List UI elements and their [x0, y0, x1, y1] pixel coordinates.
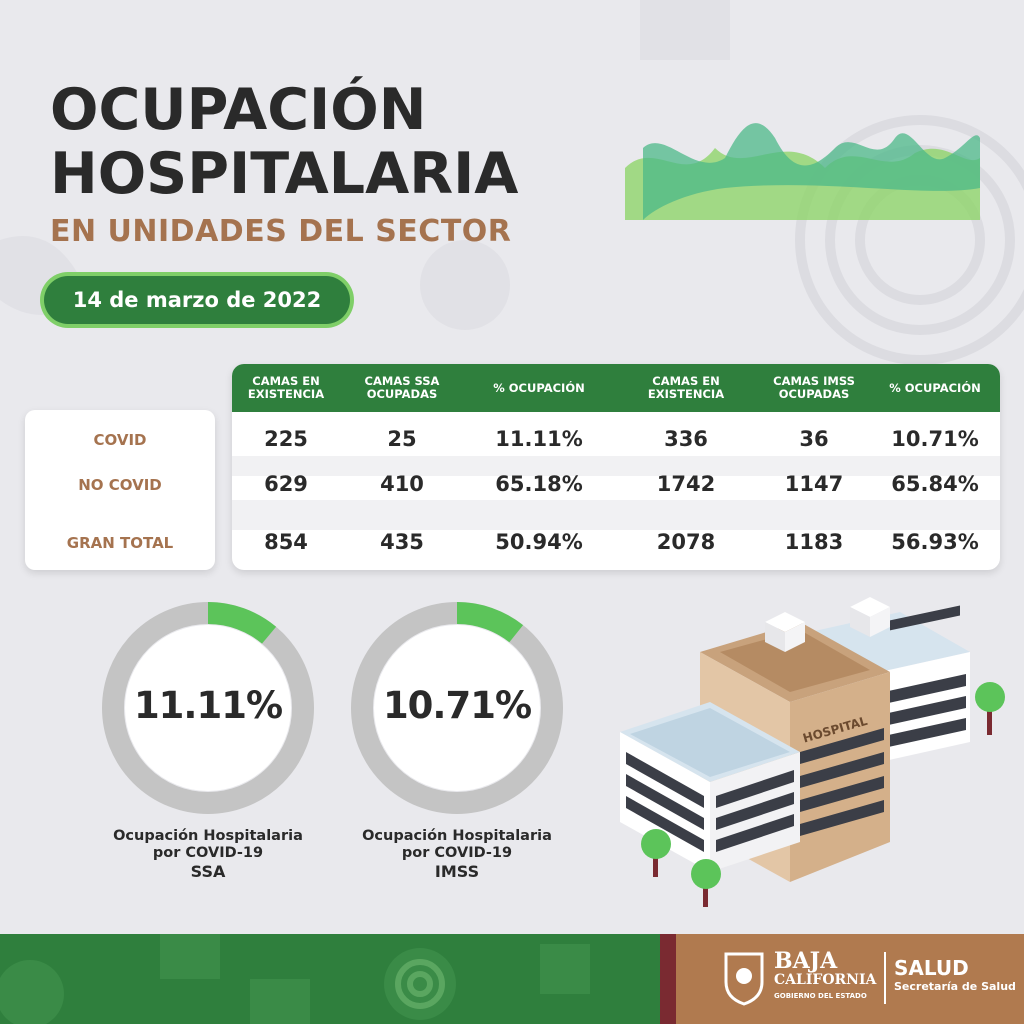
donut-arc-ssa — [207, 602, 277, 644]
table-cell: 10.71% — [891, 427, 979, 451]
table-cell: 336 — [664, 427, 708, 451]
donut-caption-imss: Ocupación Hospitalaria por COVID-19 IMSS — [329, 828, 585, 882]
table-cell: 65.84% — [891, 472, 979, 496]
date-badge: 14 de marzo de 2022 — [44, 276, 350, 324]
table-cell: 1147 — [784, 472, 844, 496]
footer-pattern — [0, 934, 590, 1024]
row-labels-card: COVID NO COVID GRAN TOTAL — [25, 410, 215, 570]
caption-institution: SSA — [190, 862, 226, 881]
row-label-covid: COVID — [93, 431, 147, 449]
table-cell: 435 — [380, 530, 424, 554]
row-stripe — [232, 500, 1000, 530]
caption-line: Ocupación Hospitalaria — [362, 828, 552, 844]
col-header-ssa-beds: CAMAS EN EXISTENCIA — [247, 374, 325, 401]
table-cell: 410 — [380, 472, 424, 496]
donut-value-ssa: 11.11% — [133, 684, 283, 727]
occupancy-table: CAMAS EN EXISTENCIA CAMAS SSA OCUPADAS %… — [232, 364, 1000, 570]
col-header-imss-occupied: CAMAS IMSS OCUPADAS — [773, 374, 855, 401]
table-cell: 1742 — [656, 472, 716, 496]
decorative-wave-chart-icon — [625, 123, 980, 220]
logo-baja: BAJA — [774, 948, 838, 974]
state-seal-icon — [724, 952, 764, 1006]
page-subtitle: EN UNIDADES DEL SECTOR — [50, 214, 512, 249]
table-cell: 1183 — [784, 530, 844, 554]
table-cell: 11.11% — [495, 427, 583, 451]
footer-logo-band: BAJA CALIFORNIA GOBIERNO DEL ESTADO SALU… — [676, 934, 1024, 1024]
table-cell: 36 — [799, 427, 829, 451]
col-header-ssa-occupied: CAMAS SSA OCUPADAS — [364, 374, 440, 401]
logo-salud-sub: Secretaría de Salud — [894, 980, 1016, 993]
row-label-no-covid: NO COVID — [78, 476, 162, 494]
table-cell: 629 — [264, 472, 308, 496]
caption-institution: IMSS — [434, 862, 480, 881]
donut-chart-imss — [351, 602, 563, 814]
table-cell: 56.93% — [891, 530, 979, 554]
table-cell: 225 — [264, 427, 308, 451]
logo-gobierno: GOBIERNO DEL ESTADO — [774, 992, 867, 1000]
title-line-1: OCUPACIÓN — [50, 77, 427, 143]
table-cell: 2078 — [656, 530, 716, 554]
table-cell: 25 — [387, 427, 417, 451]
page-title: OCUPACIÓN HOSPITALARIA — [50, 78, 518, 206]
donut-arc-imss — [456, 602, 524, 643]
table-cell: 65.18% — [495, 472, 583, 496]
donut-caption-ssa: Ocupación Hospitalaria por COVID-19 SSA — [80, 828, 336, 882]
caption-line: por COVID-19 — [401, 845, 513, 861]
table-cell: 854 — [264, 530, 308, 554]
col-header-imss-percent: % OCUPACIÓN — [889, 380, 981, 395]
row-stripe — [232, 456, 1000, 476]
logo-salud: SALUD — [894, 956, 969, 980]
donut-chart-ssa — [102, 602, 314, 814]
col-header-imss-beds: CAMAS EN EXISTENCIA — [647, 374, 725, 401]
table-header: CAMAS EN EXISTENCIA CAMAS SSA OCUPADAS %… — [232, 364, 1000, 412]
row-label-gran-total: GRAN TOTAL — [66, 534, 174, 552]
caption-line: Ocupación Hospitalaria — [113, 828, 303, 844]
caption-line: por COVID-19 — [152, 845, 264, 861]
title-line-2: HOSPITALARIA — [50, 141, 519, 207]
footer-green-band — [0, 934, 660, 1024]
footer-divider — [660, 934, 676, 1024]
table-cell: 50.94% — [495, 530, 583, 554]
col-header-ssa-percent: % OCUPACIÓN — [493, 380, 585, 395]
logo-california: CALIFORNIA — [774, 972, 877, 988]
hospital-building-illustration: HOSPITAL — [620, 597, 1005, 907]
logo-separator — [884, 952, 886, 1004]
donut-value-imss: 10.71% — [382, 684, 532, 727]
